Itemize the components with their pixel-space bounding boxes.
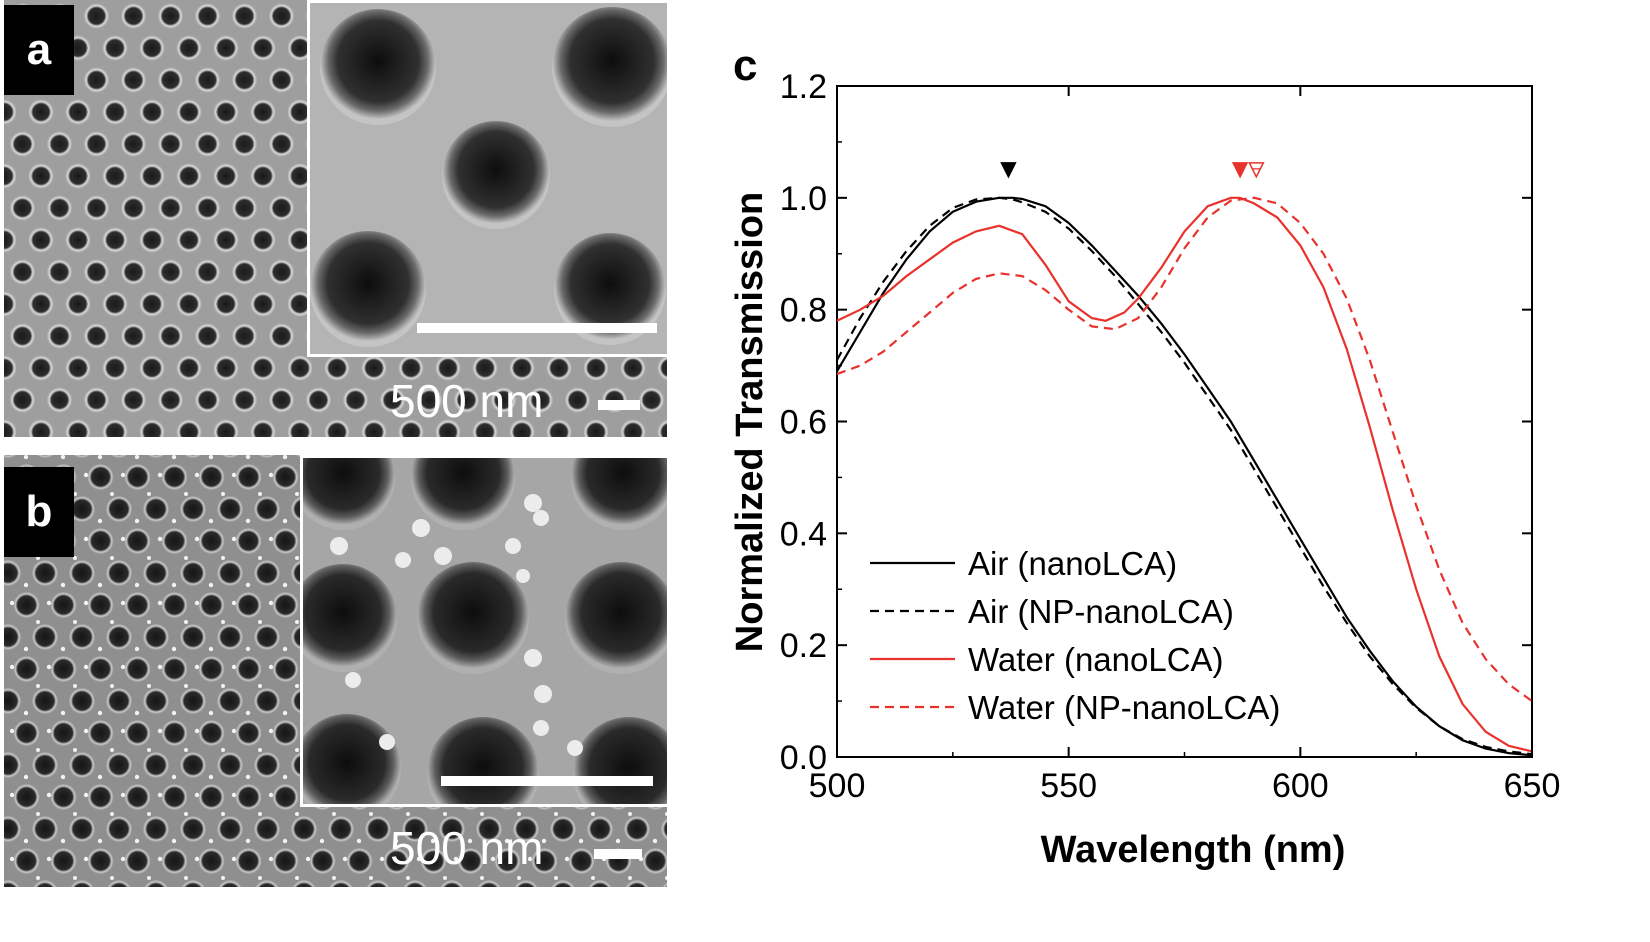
inset-scale-bar-b (441, 776, 653, 786)
x-tick-label: 500 (809, 767, 866, 805)
panel-label-a: a (4, 5, 74, 95)
scale-bar-b (594, 849, 642, 859)
panel-label-b: b (4, 467, 74, 557)
axis-layer: 500 550 600 650 0.0 0.2 0.4 0.6 0.8 1.0 1.2 (780, 68, 1561, 805)
inset-scale-bar-a (417, 323, 657, 333)
x-tick-label: 600 (1272, 767, 1329, 805)
scale-bar-label-a: 500 nm (390, 375, 544, 427)
marker-layer (1000, 162, 1265, 179)
x-axis-label: Wavelength (nm) (1041, 829, 1346, 871)
sem-inset-a (307, 0, 667, 357)
scale-bar-label-b: 500 nm (390, 822, 544, 874)
series-line-4 (836, 196, 1533, 702)
y-tick-label: 0.0 (780, 739, 827, 777)
scale-bar-a (598, 400, 640, 410)
y-tick-label: 0.6 (780, 404, 827, 442)
sem-inset-b (300, 455, 667, 807)
series-line-2 (836, 196, 1533, 756)
y-axis-label: Normalized Transmission (729, 192, 771, 652)
y-tick-label: 0.4 (780, 515, 827, 553)
y-tick-label: 1.2 (780, 68, 827, 106)
legend-label-4: Water (NP-nanoLCA) (968, 689, 1280, 726)
legend: Air (nanoLCA) Air (NP-nanoLCA) Water (nano… (870, 545, 1280, 726)
sem-panel-a: a 500 nm (4, 0, 667, 437)
transmission-chart: 500 550 600 650 0.0 0.2 0.4 0.6 0.8 1.0 1.2 Air (n… (729, 68, 1561, 871)
series-layer (836, 196, 1533, 757)
legend-label-3: Water (nanoLCA) (968, 641, 1224, 678)
peak-marker-1 (1000, 162, 1017, 179)
y-tick-label: 0.8 (780, 292, 827, 330)
legend-label-1: Air (nanoLCA) (968, 545, 1177, 582)
x-tick-label: 650 (1504, 767, 1561, 805)
sem-panel-b: b 500 nm (4, 455, 667, 887)
panel-label-c: c (733, 41, 758, 90)
x-tick-label: 550 (1040, 767, 1097, 805)
peak-marker-2 (1231, 162, 1249, 179)
peak-marker-3 (1248, 162, 1265, 179)
y-tick-label: 0.2 (780, 627, 827, 665)
series-line-3 (836, 196, 1533, 753)
legend-label-2: Air (NP-nanoLCA) (968, 593, 1234, 630)
y-tick-label: 1.0 (780, 180, 827, 218)
